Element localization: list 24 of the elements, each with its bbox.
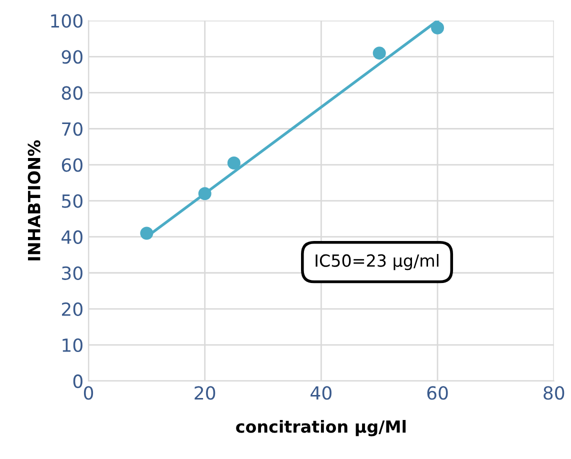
point [431,21,444,34]
annotation: IC50=23 µg/ml [316,254,438,270]
y-tick-label: 30 [62,266,82,280]
y-tick-label: 60 [62,158,82,172]
x-tick-label: 40 [310,386,332,400]
x-tick-label: 0 [84,386,94,400]
y-axis-title: INHABTION% [28,140,40,260]
y-tick-label: 100 [51,14,82,28]
y-tick-label: 10 [62,338,82,352]
point [140,226,154,240]
y-tick-label: 20 [62,302,82,316]
x-tick-label: 60 [427,386,448,400]
y-tick-label: 40 [62,230,82,244]
y-tick-label: 70 [62,122,82,136]
x-axis-title: concitration µg/Ml [236,420,406,436]
point [198,187,212,200]
x-tick-label: 20 [194,386,216,400]
y-tick-label: 0 [73,374,82,388]
y-tick-label: 80 [62,86,82,100]
y-tick-label: 90 [62,50,82,64]
x-tick-label: 80 [544,386,564,400]
point [227,156,240,170]
point [372,46,386,60]
y-tick-label: 50 [62,194,82,208]
